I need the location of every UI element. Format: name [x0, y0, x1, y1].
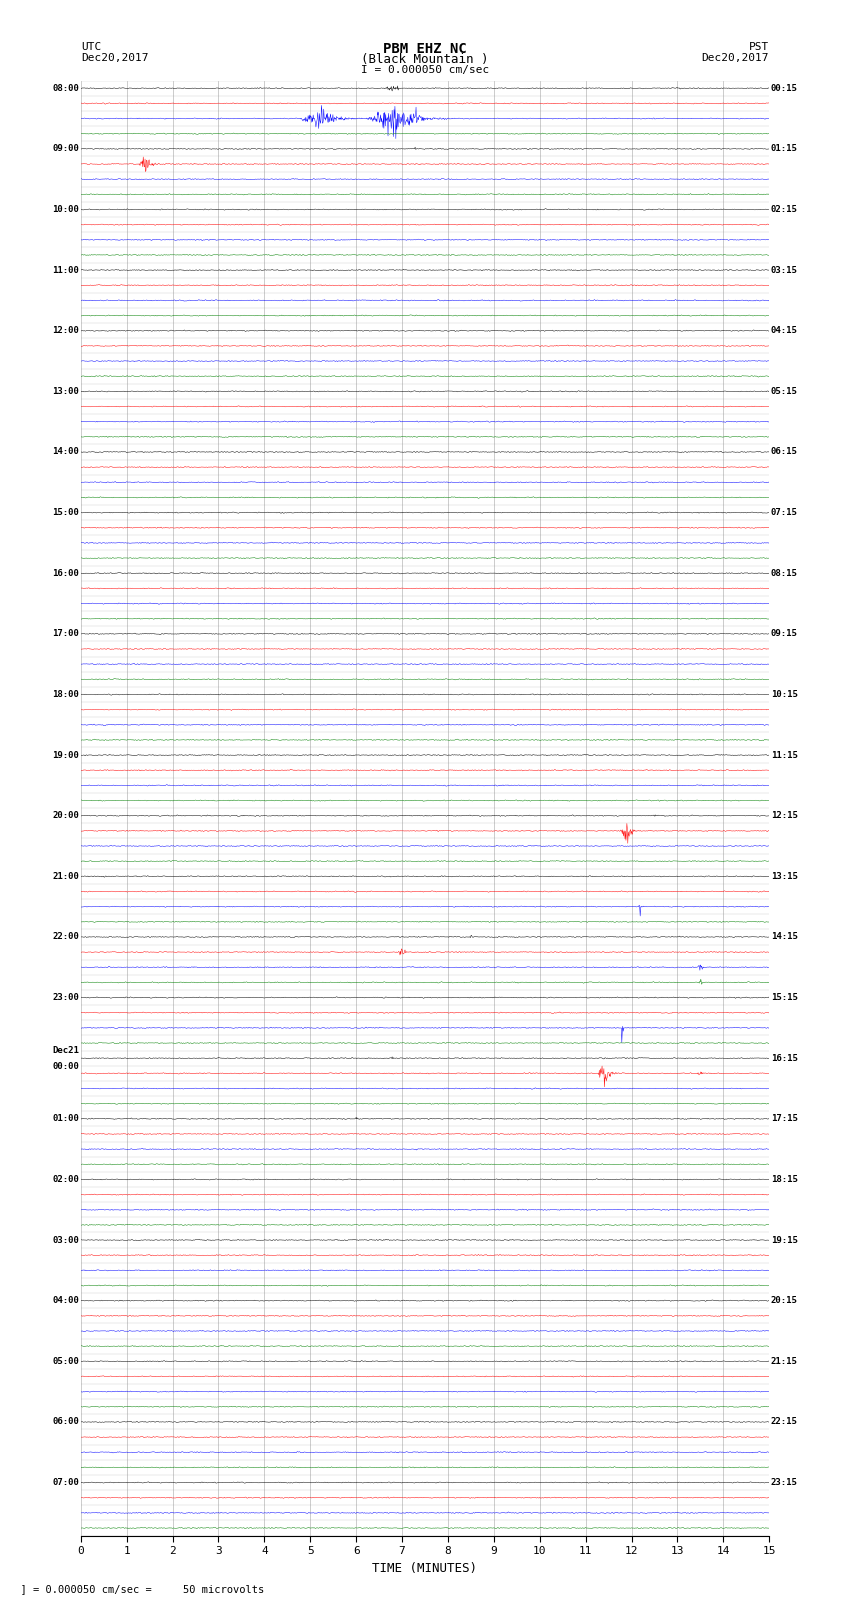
Text: 04:15: 04:15 [771, 326, 798, 336]
Text: PBM EHZ NC: PBM EHZ NC [383, 42, 467, 56]
Text: 21:15: 21:15 [771, 1357, 798, 1366]
Text: 15:00: 15:00 [52, 508, 79, 518]
Text: 15:15: 15:15 [771, 994, 798, 1002]
Text: 17:00: 17:00 [52, 629, 79, 639]
Text: 14:00: 14:00 [52, 447, 79, 456]
Text: 07:15: 07:15 [771, 508, 798, 518]
Text: 21:00: 21:00 [52, 871, 79, 881]
Text: 22:00: 22:00 [52, 932, 79, 942]
Text: 19:00: 19:00 [52, 750, 79, 760]
Text: 00:00: 00:00 [52, 1061, 79, 1071]
Text: 11:15: 11:15 [771, 750, 798, 760]
Text: 05:00: 05:00 [52, 1357, 79, 1366]
Text: Dec20,2017: Dec20,2017 [81, 53, 148, 63]
Text: UTC: UTC [81, 42, 101, 52]
Text: (Black Mountain ): (Black Mountain ) [361, 53, 489, 66]
Text: Dec21: Dec21 [52, 1045, 79, 1055]
Text: 09:15: 09:15 [771, 629, 798, 639]
X-axis label: TIME (MINUTES): TIME (MINUTES) [372, 1561, 478, 1574]
Text: 03:15: 03:15 [771, 266, 798, 274]
Text: ] = 0.000050 cm/sec =     50 microvolts: ] = 0.000050 cm/sec = 50 microvolts [8, 1584, 264, 1594]
Text: 10:00: 10:00 [52, 205, 79, 215]
Text: 16:00: 16:00 [52, 569, 79, 577]
Text: 09:00: 09:00 [52, 144, 79, 153]
Text: 08:00: 08:00 [52, 84, 79, 92]
Text: 20:15: 20:15 [771, 1297, 798, 1305]
Text: 17:15: 17:15 [771, 1115, 798, 1123]
Text: 04:00: 04:00 [52, 1297, 79, 1305]
Text: 10:15: 10:15 [771, 690, 798, 698]
Text: 14:15: 14:15 [771, 932, 798, 942]
Text: 12:15: 12:15 [771, 811, 798, 819]
Text: 16:15: 16:15 [771, 1053, 798, 1063]
Text: 12:00: 12:00 [52, 326, 79, 336]
Text: 00:15: 00:15 [771, 84, 798, 92]
Text: Dec20,2017: Dec20,2017 [702, 53, 769, 63]
Text: 20:00: 20:00 [52, 811, 79, 819]
Text: 08:15: 08:15 [771, 569, 798, 577]
Text: 01:15: 01:15 [771, 144, 798, 153]
Text: 18:15: 18:15 [771, 1174, 798, 1184]
Text: 03:00: 03:00 [52, 1236, 79, 1245]
Text: 13:00: 13:00 [52, 387, 79, 395]
Text: 23:15: 23:15 [771, 1478, 798, 1487]
Text: 06:00: 06:00 [52, 1418, 79, 1426]
Text: 02:15: 02:15 [771, 205, 798, 215]
Text: 07:00: 07:00 [52, 1478, 79, 1487]
Text: 02:00: 02:00 [52, 1174, 79, 1184]
Text: 01:00: 01:00 [52, 1115, 79, 1123]
Text: 23:00: 23:00 [52, 994, 79, 1002]
Text: 22:15: 22:15 [771, 1418, 798, 1426]
Text: 05:15: 05:15 [771, 387, 798, 395]
Text: I = 0.000050 cm/sec: I = 0.000050 cm/sec [361, 65, 489, 74]
Text: PST: PST [749, 42, 769, 52]
Text: 18:00: 18:00 [52, 690, 79, 698]
Text: 06:15: 06:15 [771, 447, 798, 456]
Text: 19:15: 19:15 [771, 1236, 798, 1245]
Text: 13:15: 13:15 [771, 871, 798, 881]
Text: 11:00: 11:00 [52, 266, 79, 274]
